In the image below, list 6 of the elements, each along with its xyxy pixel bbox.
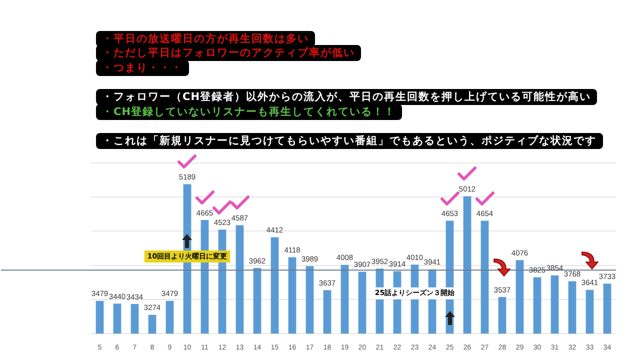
text: ・フォロワー（CH登録者）以外からの流入が、平日の再生回数を押し上げている可能性が高い: [96, 89, 597, 105]
text: ・つまり・・・: [96, 60, 188, 76]
text: ・ただし平日はフォロワーのアクティブ率が低い: [96, 45, 361, 61]
text: ・CH登録していないリスナーも再生してくれている！！: [96, 104, 402, 120]
text: ・平日の放送曜日の方が再生回数は多い: [96, 31, 315, 47]
text: ・これは「新規リスナーに見つけてもらいやすい番組」でもあるという、ポジティブな状況です: [96, 133, 602, 149]
